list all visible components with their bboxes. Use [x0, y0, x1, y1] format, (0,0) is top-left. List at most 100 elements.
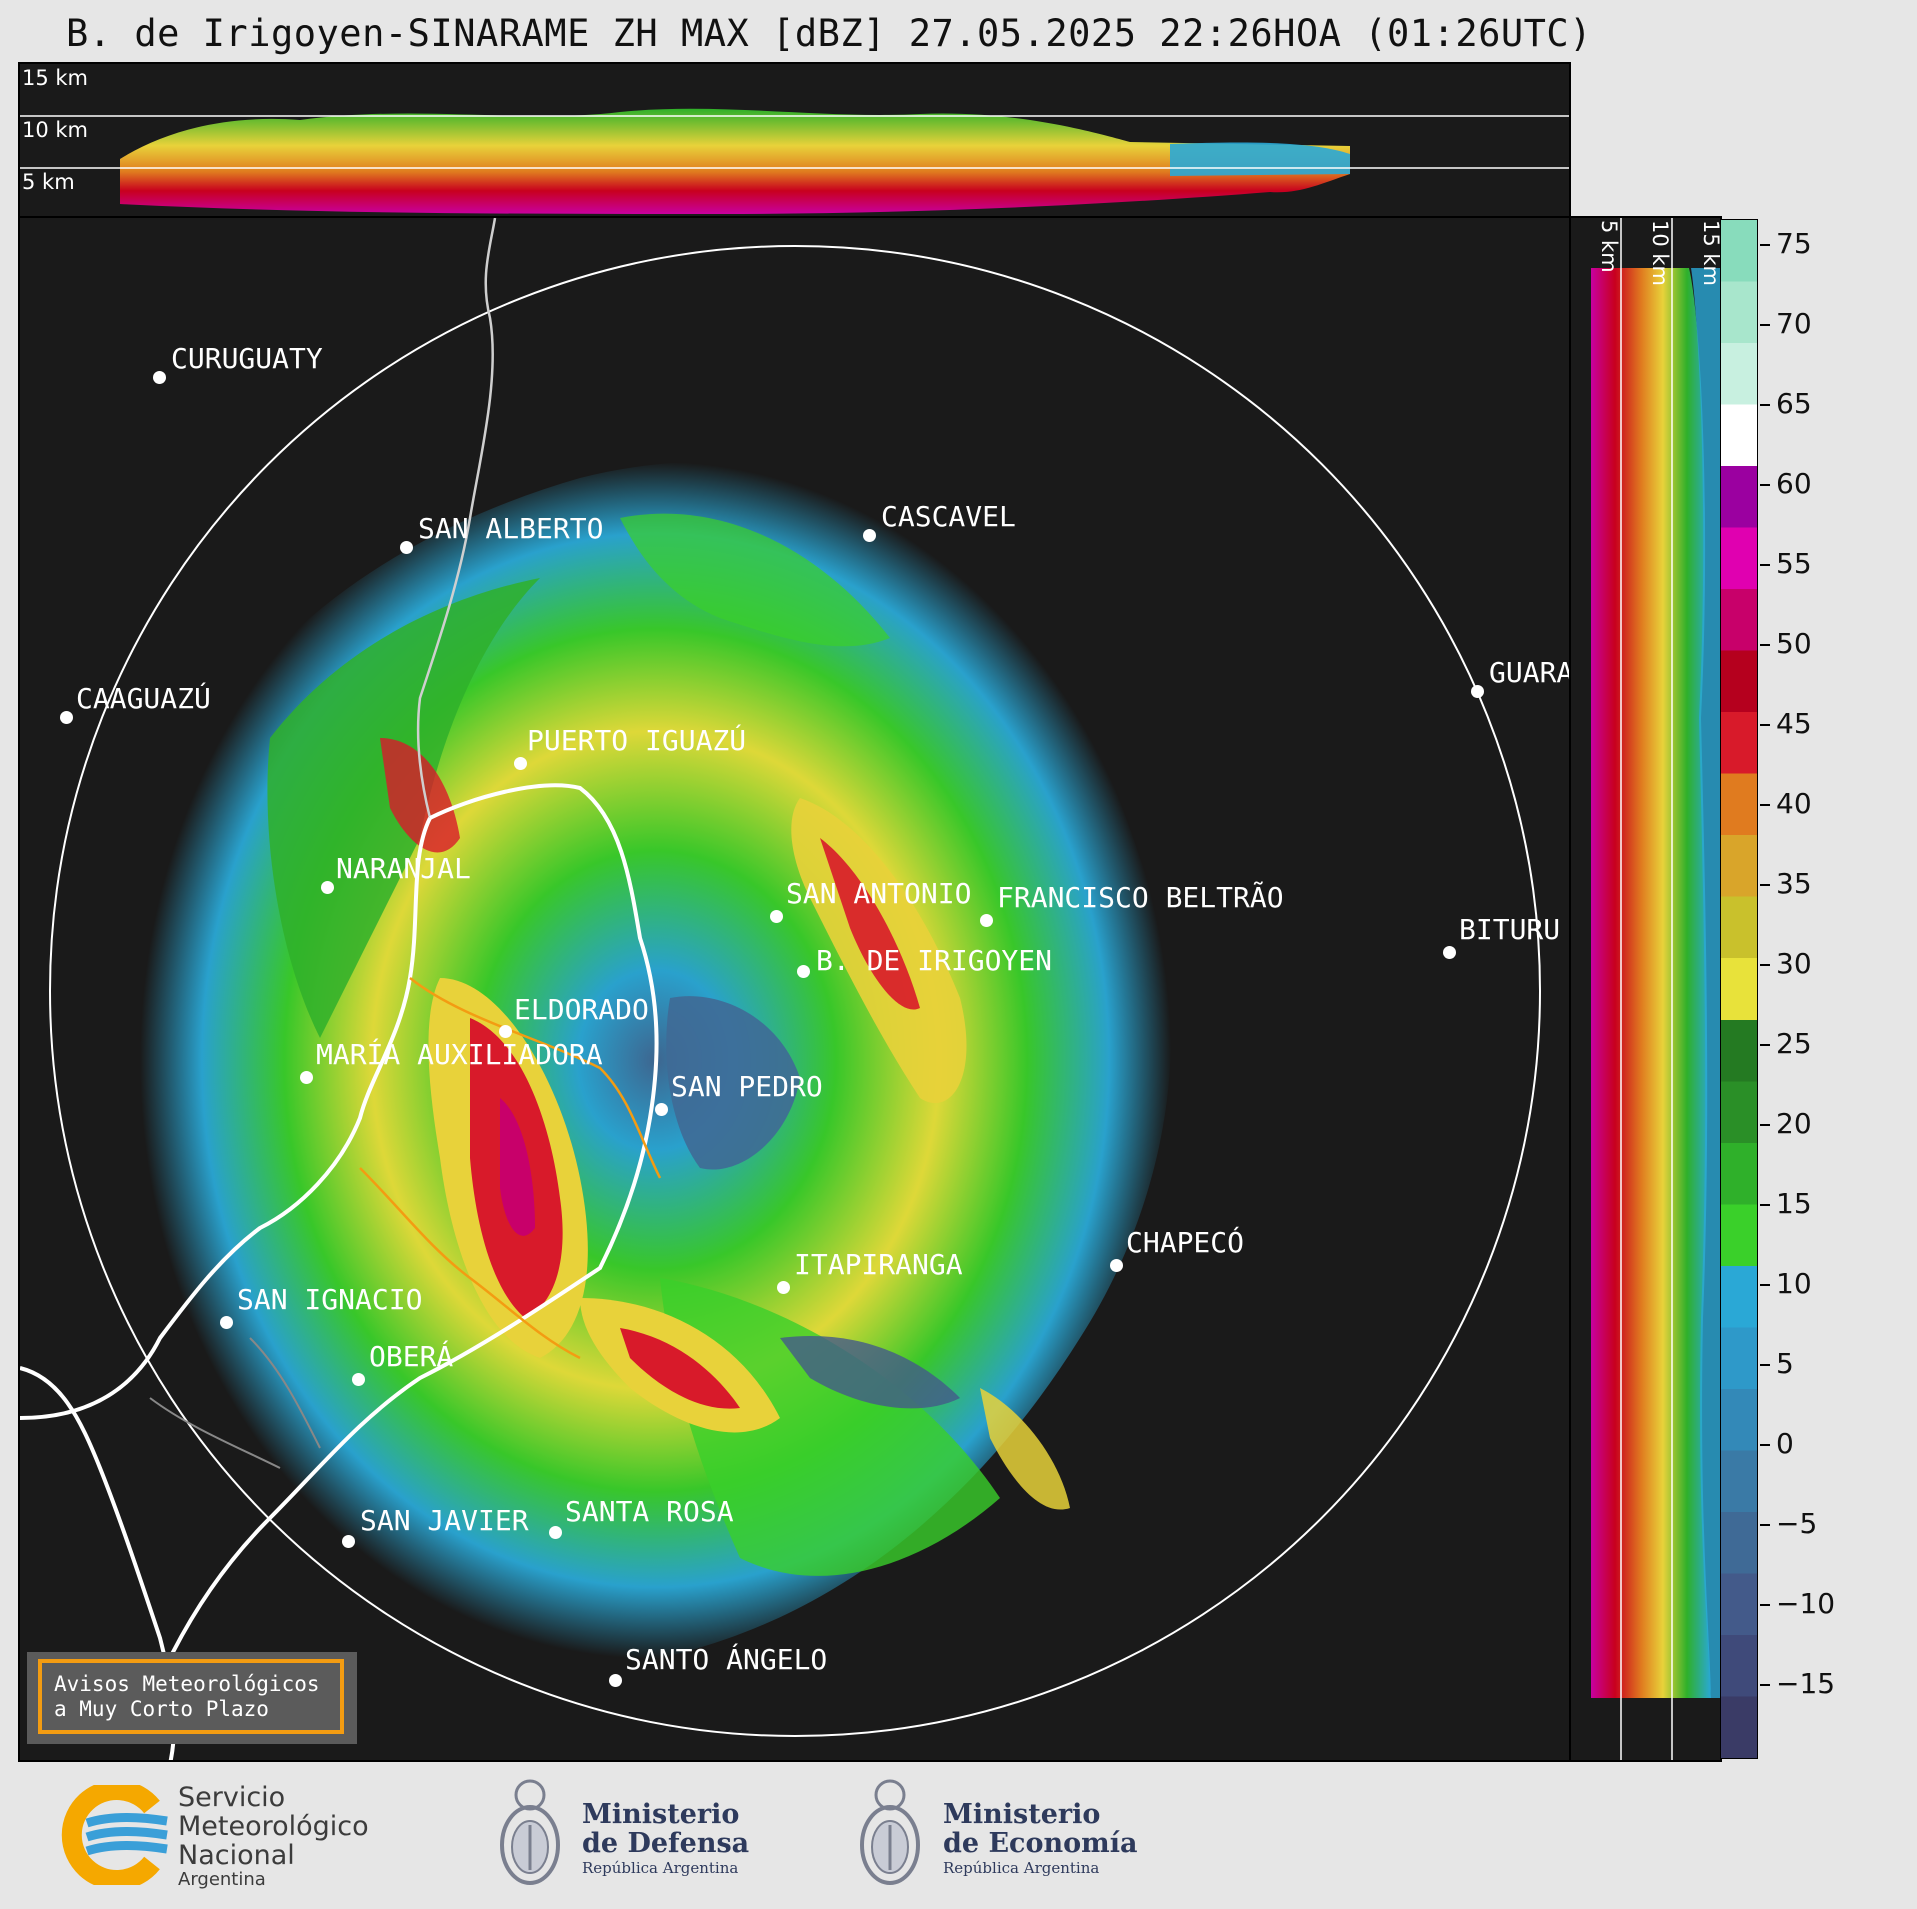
colorbar-label: 10: [1776, 1267, 1812, 1300]
colorbar-tick: [1760, 884, 1770, 886]
notice-line-2: a Muy Corto Plazo: [54, 1697, 269, 1721]
side-altitude-label-15km: 15 km: [1699, 220, 1722, 287]
notice-line-1: Avisos Meteorológicos: [54, 1672, 320, 1696]
colorbar-label: 30: [1776, 947, 1812, 980]
colorbar: [1720, 219, 1758, 1759]
city-dot: [1443, 946, 1456, 959]
side-altitude-label-10km: 10 km: [1648, 220, 1672, 287]
defensa-line-1: Ministerio: [582, 1799, 740, 1830]
city-dot: [609, 1674, 622, 1687]
defensa-emblem: [495, 1775, 565, 1899]
colorbar-label: 70: [1776, 307, 1812, 340]
city-label: SAN IGNACIO: [237, 1283, 423, 1316]
city-label: MARÍA AUXILIADORA: [316, 1038, 603, 1071]
smn-line-4: Argentina: [178, 1869, 266, 1890]
city-label: ELDORADO: [514, 993, 649, 1026]
colorbar-tick: [1760, 1204, 1770, 1206]
city-label: SAN ANTONIO: [786, 877, 972, 910]
colorbar-tick: [1760, 724, 1770, 726]
city-dot: [777, 1281, 790, 1294]
colorbar-tick: [1760, 404, 1770, 406]
colorbar-label: 45: [1776, 707, 1812, 740]
colorbar-tick: [1760, 484, 1770, 486]
colorbar-tick: [1760, 1044, 1770, 1046]
economia-logo-text: Ministerio de Economía República Argenti…: [943, 1800, 1137, 1878]
city-dot: [352, 1373, 365, 1386]
city-label: GUARA: [1489, 656, 1571, 689]
city-label: PUERTO IGUAZÚ: [527, 724, 747, 757]
defensa-logo-text: Ministerio de Defensa República Argentin…: [582, 1800, 749, 1878]
radar-site-dot: [797, 965, 810, 978]
colorbar-label: 65: [1776, 387, 1812, 420]
colorbar-label: 20: [1776, 1107, 1812, 1140]
city-dot: [863, 529, 876, 542]
smn-logo-icon: [61, 1780, 168, 1890]
defensa-line-3: República Argentina: [582, 1859, 739, 1877]
colorbar-label: 60: [1776, 467, 1812, 500]
colorbar-tick: [1760, 964, 1770, 966]
defensa-line-2: de Defensa: [582, 1828, 750, 1859]
city-dot: [1110, 1259, 1123, 1272]
economia-emblem: [855, 1775, 925, 1899]
city-label: OBERÁ: [369, 1340, 454, 1373]
colorbar-label: 15: [1776, 1187, 1812, 1220]
colorbar-tick: [1760, 1444, 1770, 1446]
city-dot: [60, 711, 73, 724]
side-altitude-label-5km: 5 km: [1597, 220, 1621, 273]
colorbar-tick: [1760, 804, 1770, 806]
colorbar-label: 55: [1776, 547, 1812, 580]
city-label: NARANJAL: [336, 852, 471, 885]
colorbar-label: −15: [1776, 1667, 1836, 1700]
top-altitude-panel: 15 km 10 km 5 km: [18, 62, 1571, 218]
city-label: SAN JAVIER: [360, 1504, 529, 1537]
colorbar-label: 25: [1776, 1027, 1812, 1060]
city-dot: [220, 1316, 233, 1329]
radar-map-panel: CURUGUATY SAN ALBERTO CASCAVEL CAAGUAZÚ …: [18, 216, 1571, 1762]
city-label: CHAPECÓ: [1126, 1226, 1245, 1259]
city-dot: [321, 881, 334, 894]
colorbar-label: 75: [1776, 227, 1812, 260]
city-label: CURUGUATY: [171, 342, 323, 375]
colorbar-tick: [1760, 1604, 1770, 1606]
colorbar-label: 40: [1776, 787, 1812, 820]
colorbar-tick: [1760, 1284, 1770, 1286]
city-dot: [770, 910, 783, 923]
colorbar-label: −10: [1776, 1587, 1836, 1620]
radar-reflectivity-image: [20, 218, 1541, 1760]
colorbar-label: 50: [1776, 627, 1812, 660]
smn-logo: [57, 1780, 177, 1890]
coat-of-arms-icon: [860, 1779, 920, 1885]
city-dot: [342, 1535, 355, 1548]
altitude-label-5km: 5 km: [22, 170, 75, 194]
city-label: SANTA ROSA: [565, 1495, 734, 1528]
economia-line-2: de Economía: [943, 1828, 1138, 1859]
economia-line-3: República Argentina: [943, 1859, 1100, 1877]
colorbar-label: 35: [1776, 867, 1812, 900]
city-dot: [514, 757, 527, 770]
city-dot: [549, 1526, 562, 1539]
colorbar-tick: [1760, 1684, 1770, 1686]
top-cross-section: [20, 108, 1569, 214]
side-altitude-panel: 5 km 10 km 15 km: [1569, 216, 1722, 1762]
city-dot: [153, 371, 166, 384]
city-label: SANTO ÁNGELO: [625, 1643, 828, 1676]
colorbar-tick: [1760, 324, 1770, 326]
city-label: BITURU: [1459, 913, 1561, 946]
smn-line-3: Nacional: [178, 1840, 295, 1871]
city-label: SAN ALBERTO: [418, 512, 604, 545]
colorbar-tick: [1760, 1524, 1770, 1526]
colorbar-label: −5: [1776, 1507, 1818, 1540]
city-dot: [1471, 685, 1484, 698]
city-dot: [400, 541, 413, 554]
radar-site-label: B. DE IRIGOYEN: [816, 944, 1053, 977]
city-label: CAAGUAZÚ: [76, 682, 211, 715]
economia-line-1: Ministerio: [943, 1799, 1101, 1830]
colorbar-label: 0: [1776, 1427, 1794, 1460]
colorbar-tick: [1760, 564, 1770, 566]
colorbar-tick: [1760, 1124, 1770, 1126]
colorbar-label: 5: [1776, 1347, 1794, 1380]
city-dot: [980, 914, 993, 927]
smn-line-2: Meteorológico: [178, 1811, 369, 1842]
coat-of-arms-icon: [500, 1779, 560, 1885]
smn-logo-text: Servicio Meteorológico Nacional Argentin…: [178, 1783, 369, 1890]
